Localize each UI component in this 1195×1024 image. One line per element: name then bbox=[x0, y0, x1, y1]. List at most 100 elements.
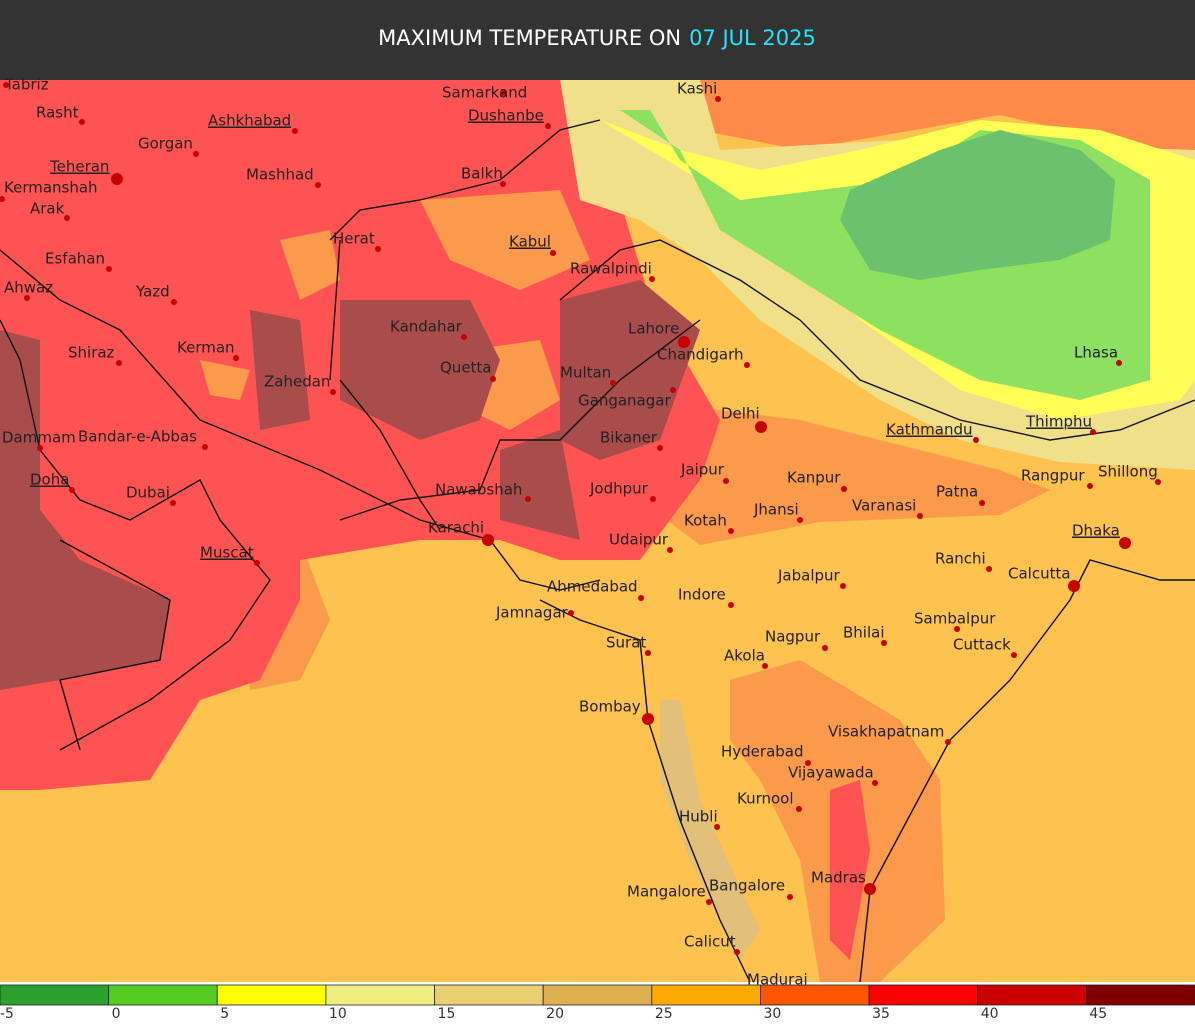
city-label: Rasht bbox=[36, 104, 79, 122]
city-label: Shiraz bbox=[68, 344, 115, 362]
city-dot bbox=[762, 663, 768, 669]
color-swatch bbox=[651, 984, 761, 1006]
city-label: Vijayawada bbox=[788, 764, 874, 782]
city-dot bbox=[954, 626, 960, 632]
city-dot bbox=[1011, 652, 1017, 658]
city-label: Kotah bbox=[684, 512, 727, 530]
city-label: Kermanshah bbox=[4, 179, 98, 197]
city-dot bbox=[728, 528, 734, 534]
city-dot bbox=[482, 534, 494, 546]
city-label: Zahedan bbox=[264, 373, 330, 391]
city-label: Arak bbox=[30, 200, 65, 218]
city-dot bbox=[917, 513, 923, 519]
city-dot bbox=[375, 246, 381, 252]
city-dot bbox=[715, 96, 721, 102]
legend-tick-label: 5 bbox=[220, 1006, 229, 1022]
city-label: Multan bbox=[560, 364, 611, 382]
city-dot bbox=[550, 250, 556, 256]
city-label: Dubai bbox=[126, 484, 170, 502]
city-label: Jaipur bbox=[680, 461, 725, 479]
city-label: Shillong bbox=[1098, 463, 1158, 481]
city-label: Cuttack bbox=[953, 636, 1011, 654]
legend-tick-label: 15 bbox=[438, 1006, 456, 1022]
city-dot bbox=[106, 266, 112, 272]
header-bar bbox=[0, 0, 1195, 80]
city-label: Hubli bbox=[679, 808, 718, 826]
city-label: Hyderabad bbox=[721, 743, 804, 761]
color-swatch bbox=[542, 984, 653, 1006]
city-label: Surat bbox=[606, 634, 646, 652]
city-label: Calicut bbox=[684, 933, 736, 951]
city-label: Esfahan bbox=[45, 250, 105, 268]
city-label: Kerman bbox=[177, 339, 235, 357]
city-dot bbox=[3, 82, 9, 88]
city-label: Bombay bbox=[579, 698, 641, 716]
city-dot bbox=[1155, 479, 1161, 485]
city-label: Mangalore bbox=[627, 883, 706, 901]
city-dot bbox=[728, 602, 734, 608]
city-label: Kurnool bbox=[737, 790, 794, 808]
legend-tick-label: 10 bbox=[329, 1006, 347, 1022]
city-label: Ranchi bbox=[935, 550, 986, 568]
city-label: Dhaka bbox=[1072, 522, 1120, 540]
color-swatch bbox=[0, 984, 110, 1006]
legend: -5 0 5 10 15 20 25 30 35 40 45 bbox=[0, 984, 1195, 1022]
city-label: Tabriz bbox=[4, 76, 49, 94]
city-label: Kathmandu bbox=[886, 421, 973, 439]
color-swatch bbox=[977, 984, 1087, 1006]
city-dot bbox=[872, 780, 878, 786]
color-swatch bbox=[325, 984, 435, 1006]
city-label: Gorgan bbox=[138, 135, 193, 153]
city-dot bbox=[525, 496, 531, 502]
city-dot bbox=[1119, 537, 1131, 549]
city-label: Bhilai bbox=[843, 624, 885, 642]
city-label: Patna bbox=[936, 483, 978, 501]
city-label: Karachi bbox=[428, 519, 484, 537]
city-label: Lhasa bbox=[1074, 344, 1118, 362]
city-dot bbox=[233, 355, 239, 361]
color-swatch bbox=[868, 984, 979, 1006]
city-dot bbox=[881, 640, 887, 646]
city-dot bbox=[638, 595, 644, 601]
legend-tick-label: 25 bbox=[655, 1006, 673, 1022]
city-dot bbox=[841, 486, 847, 492]
city-dot bbox=[642, 713, 654, 725]
color-swatch bbox=[1085, 984, 1195, 1006]
city-label: Indore bbox=[678, 586, 726, 604]
title: MAXIMUM TEMPERATURE ON 07 JUL 2025 bbox=[378, 26, 816, 50]
city-dot bbox=[796, 806, 802, 812]
city-dot bbox=[734, 949, 740, 955]
city-dot bbox=[79, 119, 85, 125]
title-date: 07 JUL 2025 bbox=[689, 26, 816, 50]
city-label: Samarkand bbox=[442, 84, 527, 102]
city-dot bbox=[805, 760, 811, 766]
very-cold-area bbox=[840, 130, 1115, 280]
map bbox=[0, 80, 1195, 983]
city-dot bbox=[292, 128, 298, 134]
city-dot bbox=[822, 645, 828, 651]
ghats-area bbox=[660, 700, 760, 960]
city-dot bbox=[986, 566, 992, 572]
city-label: Ahmedabad bbox=[547, 578, 638, 596]
city-dot bbox=[568, 610, 574, 616]
city-label: Kanpur bbox=[787, 469, 841, 487]
city-label: Dammam bbox=[2, 429, 76, 447]
city-dot bbox=[744, 362, 750, 368]
city-label: Nagpur bbox=[765, 628, 821, 646]
city-dot bbox=[787, 894, 793, 900]
city-label: Ganganagar bbox=[578, 392, 671, 410]
city-dot bbox=[330, 389, 336, 395]
city-label: Jamnagar bbox=[495, 604, 569, 622]
city-dot bbox=[193, 151, 199, 157]
city-label: Ahwaz bbox=[4, 279, 53, 297]
city-layer: Tabriz Rasht Gorgan Ashkhabad Samarkand Dusha… bbox=[0, 76, 1161, 995]
city-dot bbox=[973, 437, 979, 443]
color-swatch bbox=[108, 984, 218, 1006]
city-dot bbox=[649, 276, 655, 282]
city-dot bbox=[490, 376, 496, 382]
city-dot bbox=[610, 380, 616, 386]
city-label: Yazd bbox=[135, 283, 170, 301]
city-label: Kashi bbox=[677, 80, 717, 98]
city-label: Sambalpur bbox=[914, 610, 996, 628]
city-dot bbox=[315, 182, 321, 188]
